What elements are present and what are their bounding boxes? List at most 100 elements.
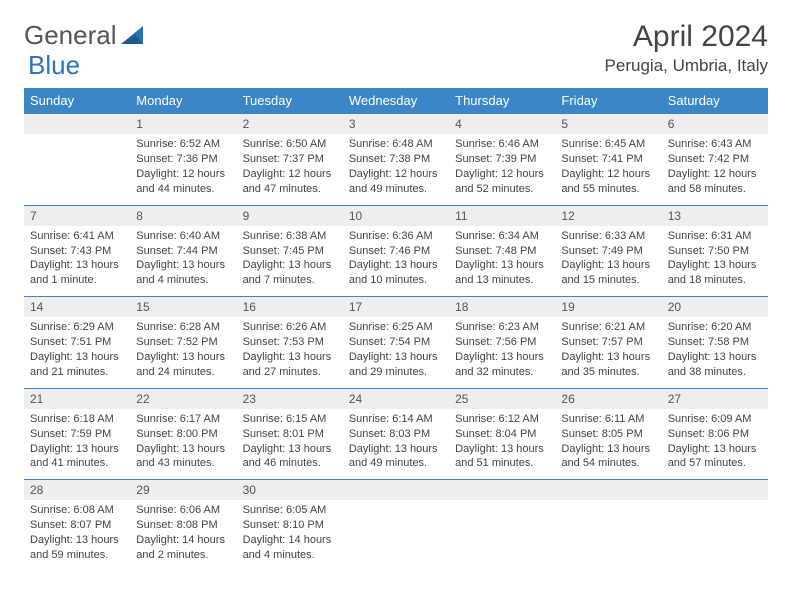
- day-content-empty: [555, 500, 661, 560]
- sunrise-line: Sunrise: 6:14 AM: [349, 412, 443, 427]
- sunset-line: Sunset: 7:42 PM: [668, 152, 762, 167]
- sunrise-line: Sunrise: 6:43 AM: [668, 137, 762, 152]
- day-number: 25: [449, 389, 555, 409]
- weekday-header: Monday: [130, 88, 236, 114]
- day-number: 21: [24, 389, 130, 409]
- daylight-line: Daylight: 13 hours and 41 minutes.: [30, 442, 124, 472]
- day-content: Sunrise: 6:29 AMSunset: 7:51 PMDaylight:…: [24, 317, 130, 387]
- day-number-empty: [343, 480, 449, 500]
- day-number: 3: [343, 114, 449, 134]
- daylight-line: Daylight: 13 hours and 21 minutes.: [30, 350, 124, 380]
- daylight-line: Daylight: 13 hours and 51 minutes.: [455, 442, 549, 472]
- calendar-week-row: 1Sunrise: 6:52 AMSunset: 7:36 PMDaylight…: [24, 114, 768, 206]
- day-content: Sunrise: 6:46 AMSunset: 7:39 PMDaylight:…: [449, 134, 555, 204]
- sunset-line: Sunset: 7:52 PM: [136, 335, 230, 350]
- day-number: 12: [555, 206, 661, 226]
- location: Perugia, Umbria, Italy: [605, 56, 768, 76]
- logo: General: [24, 20, 149, 51]
- day-content: Sunrise: 6:09 AMSunset: 8:06 PMDaylight:…: [662, 409, 768, 479]
- day-content: Sunrise: 6:28 AMSunset: 7:52 PMDaylight:…: [130, 317, 236, 387]
- daylight-line: Daylight: 13 hours and 59 minutes.: [30, 533, 124, 563]
- daylight-line: Daylight: 13 hours and 27 minutes.: [243, 350, 337, 380]
- sunrise-line: Sunrise: 6:48 AM: [349, 137, 443, 152]
- sunset-line: Sunset: 8:10 PM: [243, 518, 337, 533]
- sunset-line: Sunset: 7:45 PM: [243, 244, 337, 259]
- day-number: 24: [343, 389, 449, 409]
- sunset-line: Sunset: 7:56 PM: [455, 335, 549, 350]
- day-content: Sunrise: 6:43 AMSunset: 7:42 PMDaylight:…: [662, 134, 768, 204]
- weekday-header: Friday: [555, 88, 661, 114]
- daylight-line: Daylight: 13 hours and 13 minutes.: [455, 258, 549, 288]
- day-number: 16: [237, 297, 343, 317]
- sunrise-line: Sunrise: 6:15 AM: [243, 412, 337, 427]
- daylight-line: Daylight: 12 hours and 44 minutes.: [136, 167, 230, 197]
- calendar-cell: 15Sunrise: 6:28 AMSunset: 7:52 PMDayligh…: [130, 297, 236, 389]
- day-content: Sunrise: 6:48 AMSunset: 7:38 PMDaylight:…: [343, 134, 449, 204]
- day-content-empty: [24, 134, 130, 194]
- sunrise-line: Sunrise: 6:08 AM: [30, 503, 124, 518]
- daylight-line: Daylight: 13 hours and 35 minutes.: [561, 350, 655, 380]
- day-number: 18: [449, 297, 555, 317]
- daylight-line: Daylight: 13 hours and 32 minutes.: [455, 350, 549, 380]
- calendar-cell: 18 Sunrise: 6:23 AMSunset: 7:56 PMDayligh…: [449, 297, 555, 389]
- sunset-line: Sunset: 8:04 PM: [455, 427, 549, 442]
- sunset-line: Sunset: 7:39 PM: [455, 152, 549, 167]
- sunset-line: Sunset: 7:41 PM: [561, 152, 655, 167]
- logo-text-2: Blue: [28, 50, 80, 81]
- day-number: 8: [130, 206, 236, 226]
- calendar-week-row: 14Sunrise: 6:29 AMSunset: 7:51 PMDayligh…: [24, 297, 768, 389]
- sunset-line: Sunset: 7:38 PM: [349, 152, 443, 167]
- daylight-line: Daylight: 13 hours and 29 minutes.: [349, 350, 443, 380]
- calendar-cell: 20Sunrise: 6:20 AMSunset: 7:58 PMDayligh…: [662, 297, 768, 389]
- month-title: April 2024: [605, 20, 768, 54]
- sunrise-line: Sunrise: 6:06 AM: [136, 503, 230, 518]
- calendar-cell: 6Sunrise: 6:43 AMSunset: 7:42 PMDaylight…: [662, 114, 768, 206]
- daylight-line: Daylight: 14 hours and 2 minutes.: [136, 533, 230, 563]
- day-number: 10: [343, 206, 449, 226]
- calendar-cell: [449, 480, 555, 571]
- daylight-line: Daylight: 13 hours and 49 minutes.: [349, 442, 443, 472]
- daylight-line: Daylight: 13 hours and 46 minutes.: [243, 442, 337, 472]
- sunrise-line: Sunrise: 6:26 AM: [243, 320, 337, 335]
- day-number: 26: [555, 389, 661, 409]
- daylight-line: Daylight: 13 hours and 24 minutes.: [136, 350, 230, 380]
- calendar-table: SundayMondayTuesdayWednesdayThursdayFrid…: [24, 88, 768, 571]
- calendar-cell: 4Sunrise: 6:46 AMSunset: 7:39 PMDaylight…: [449, 114, 555, 206]
- day-content: Sunrise: 6:45 AMSunset: 7:41 PMDaylight:…: [555, 134, 661, 204]
- calendar-cell: 13Sunrise: 6:31 AMSunset: 7:50 PMDayligh…: [662, 205, 768, 297]
- day-content: Sunrise: 6:25 AMSunset: 7:54 PMDaylight:…: [343, 317, 449, 387]
- day-number: 14: [24, 297, 130, 317]
- calendar-cell: 1Sunrise: 6:52 AMSunset: 7:36 PMDaylight…: [130, 114, 236, 206]
- sunrise-line: Sunrise: 6:46 AM: [455, 137, 549, 152]
- day-content: Sunrise: 6:36 AMSunset: 7:46 PMDaylight:…: [343, 226, 449, 296]
- calendar-cell: 5Sunrise: 6:45 AMSunset: 7:41 PMDaylight…: [555, 114, 661, 206]
- sunrise-line: Sunrise: 6:45 AM: [561, 137, 655, 152]
- sunrise-line: Sunrise: 6:40 AM: [136, 229, 230, 244]
- sunset-line: Sunset: 8:05 PM: [561, 427, 655, 442]
- sunset-line: Sunset: 7:53 PM: [243, 335, 337, 350]
- day-content: Sunrise: 6:08 AMSunset: 8:07 PMDaylight:…: [24, 500, 130, 570]
- sunrise-line: Sunrise: 6:50 AM: [243, 137, 337, 152]
- calendar-cell: 10Sunrise: 6:36 AMSunset: 7:46 PMDayligh…: [343, 205, 449, 297]
- sunset-line: Sunset: 8:08 PM: [136, 518, 230, 533]
- calendar-cell: [343, 480, 449, 571]
- day-number-empty: [24, 114, 130, 134]
- day-content: Sunrise: 6:05 AMSunset: 8:10 PMDaylight:…: [237, 500, 343, 570]
- day-number: 9: [237, 206, 343, 226]
- day-content: Sunrise: 6:12 AMSunset: 8:04 PMDaylight:…: [449, 409, 555, 479]
- weekday-header: Tuesday: [237, 88, 343, 114]
- calendar-cell: 21Sunrise: 6:18 AMSunset: 7:59 PMDayligh…: [24, 388, 130, 480]
- sunset-line: Sunset: 7:49 PM: [561, 244, 655, 259]
- calendar-cell: 24Sunrise: 6:14 AMSunset: 8:03 PMDayligh…: [343, 388, 449, 480]
- daylight-line: Daylight: 12 hours and 49 minutes.: [349, 167, 443, 197]
- calendar-cell: 2Sunrise: 6:50 AMSunset: 7:37 PMDaylight…: [237, 114, 343, 206]
- sunset-line: Sunset: 7:54 PM: [349, 335, 443, 350]
- calendar-cell: [662, 480, 768, 571]
- day-number: 22: [130, 389, 236, 409]
- sunset-line: Sunset: 7:37 PM: [243, 152, 337, 167]
- sunrise-line: Sunrise: 6:12 AM: [455, 412, 549, 427]
- sunrise-line: Sunrise: 6:23 AM: [455, 320, 549, 335]
- day-content: Sunrise: 6:18 AMSunset: 7:59 PMDaylight:…: [24, 409, 130, 479]
- day-content: Sunrise: 6:41 AMSunset: 7:43 PMDaylight:…: [24, 226, 130, 296]
- day-number: 2: [237, 114, 343, 134]
